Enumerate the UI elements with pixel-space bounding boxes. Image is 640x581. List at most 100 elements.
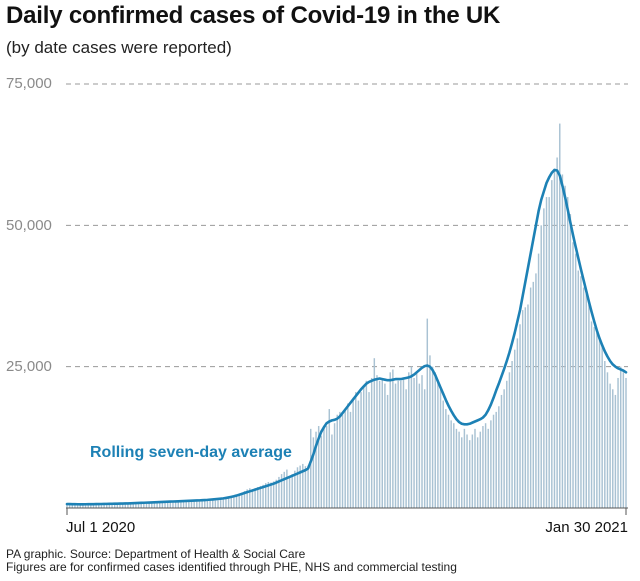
bar: [580, 276, 582, 508]
source-line-1: PA graphic. Source: Department of Health…: [6, 547, 306, 561]
bar: [100, 503, 103, 508]
daily-case-bars: [66, 123, 627, 509]
bar: [357, 400, 360, 508]
bar: [190, 500, 193, 508]
bar: [82, 503, 84, 508]
bar: [103, 504, 105, 508]
bar: [307, 465, 309, 508]
bar: [601, 344, 603, 508]
bar: [593, 327, 595, 508]
bar: [463, 428, 466, 508]
bar: [527, 304, 529, 508]
bar: [270, 482, 272, 508]
bar: [524, 307, 527, 508]
bar: [129, 503, 132, 508]
bar: [408, 372, 410, 508]
bar: [333, 423, 336, 508]
bar: [262, 484, 264, 508]
bar: [259, 485, 262, 508]
bar: [572, 242, 574, 509]
bar: [418, 383, 421, 508]
x-tick-label-end: Jan 30 2021: [545, 519, 628, 536]
bar: [479, 431, 482, 508]
bar: [434, 372, 436, 508]
bar: [106, 504, 108, 508]
rolling-average-line: [65, 168, 628, 506]
bar: [413, 377, 415, 508]
bar: [227, 498, 230, 508]
bar: [127, 503, 129, 508]
bar: [66, 503, 68, 508]
bar: [482, 426, 484, 508]
bar: [283, 471, 285, 508]
bar: [495, 411, 497, 508]
bar: [312, 437, 315, 508]
bar: [609, 383, 611, 508]
bar: [514, 349, 516, 508]
bar: [264, 483, 267, 508]
bar: [204, 500, 206, 508]
bar: [135, 503, 137, 508]
x-tick-label-start: Jul 1 2020: [66, 519, 135, 536]
bar: [474, 428, 476, 508]
bar: [561, 174, 564, 508]
bar: [355, 392, 357, 508]
bar: [397, 380, 399, 508]
bar: [331, 434, 333, 508]
bar: [145, 502, 148, 508]
bar: [606, 372, 609, 508]
bar: [360, 392, 362, 508]
bar: [521, 310, 524, 508]
bar: [559, 123, 561, 508]
bar: [121, 503, 124, 508]
bar: [384, 383, 386, 508]
bar: [74, 504, 76, 508]
bar: [450, 420, 452, 508]
bar: [431, 366, 434, 508]
bar: [421, 375, 423, 508]
bar: [471, 434, 474, 508]
bar: [439, 389, 442, 508]
bar: [92, 504, 95, 508]
bar: [87, 504, 89, 508]
bar: [206, 500, 209, 508]
bar: [230, 497, 232, 508]
bar: [169, 501, 172, 508]
bar: [484, 423, 487, 508]
bar: [415, 372, 418, 508]
bar: [437, 380, 439, 508]
bar: [288, 475, 291, 508]
bar: [286, 469, 288, 508]
bar: [201, 500, 203, 508]
bar: [182, 501, 185, 508]
bar: [519, 324, 521, 508]
bar: [368, 392, 370, 508]
bar: [325, 426, 328, 508]
bar: [222, 499, 225, 508]
bar: [445, 409, 447, 508]
bar: [95, 504, 97, 508]
bar: [373, 358, 376, 508]
bar: [280, 474, 283, 508]
bar: [344, 409, 346, 508]
bar: [235, 496, 238, 508]
bar: [386, 394, 389, 508]
bar: [254, 488, 256, 508]
bar: [604, 361, 606, 508]
bar: [243, 491, 246, 508]
bar: [304, 466, 307, 508]
bar: [251, 489, 254, 508]
bar: [315, 431, 317, 508]
bar: [487, 428, 489, 508]
bar: [394, 383, 397, 508]
bar: [516, 338, 519, 508]
bar: [172, 501, 174, 508]
bar: [381, 377, 383, 508]
bar: [455, 428, 458, 508]
bar: [177, 501, 179, 508]
bar: [574, 253, 577, 508]
bar: [246, 489, 248, 508]
bar: [426, 318, 429, 508]
bar: [76, 504, 79, 508]
bar: [389, 372, 391, 508]
